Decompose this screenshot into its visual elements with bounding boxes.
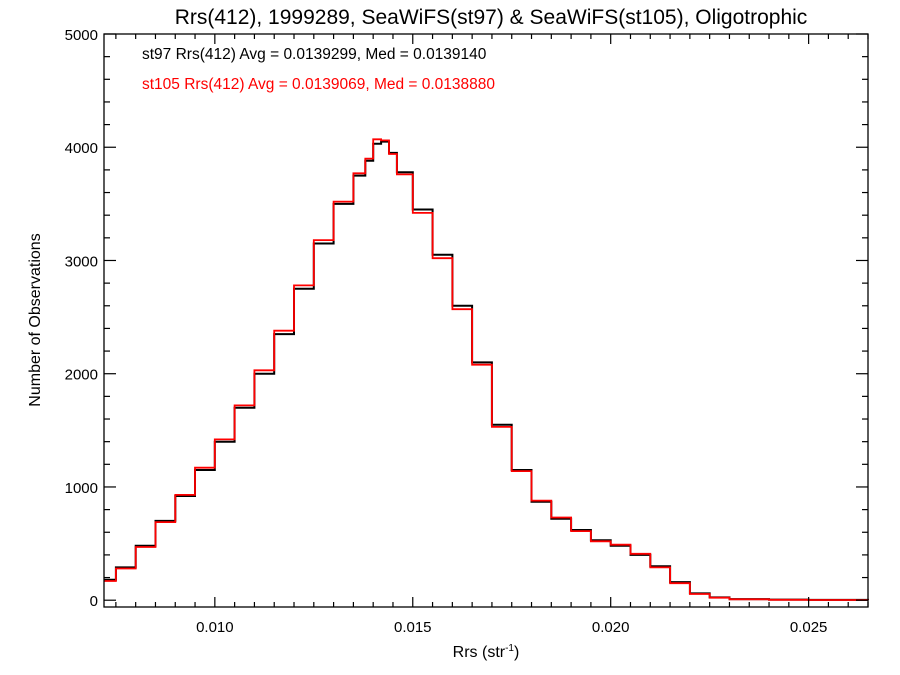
chart-title: Rrs(412), 1999289, SeaWiFS(st97) & SeaWi… xyxy=(175,6,808,29)
series-line-0 xyxy=(104,140,869,601)
series-line-1 xyxy=(104,138,869,601)
y-tick-label: 5000 xyxy=(65,27,98,44)
y-tick-label: 0 xyxy=(90,593,98,610)
plot-frame xyxy=(103,33,869,608)
x-tick-label: 0.025 xyxy=(790,619,828,636)
x-tick-label: 0.010 xyxy=(196,619,234,636)
x-tick-label: 0.020 xyxy=(592,619,630,636)
x-axis-label: Rrs (str-1) xyxy=(453,643,520,661)
axis-ticks: 0.010 0.015 0.020 0.025 0 1000 2000 3000 4000 500… xyxy=(65,27,869,636)
y-tick-label: 2000 xyxy=(65,367,98,384)
x-axis-label-close: ) xyxy=(514,644,519,661)
x-axis-label-main: Rrs (str xyxy=(453,644,506,661)
series-layer xyxy=(104,138,869,601)
y-tick-label: 1000 xyxy=(65,480,98,497)
x-tick-label: 0.015 xyxy=(394,619,432,636)
annotation-st105: st105 Rrs(412) Avg = 0.0139069, Med = 0.… xyxy=(142,76,495,93)
y-axis-label: Number of Observations xyxy=(27,233,44,406)
annotation-st97: st97 Rrs(412) Avg = 0.0139299, Med = 0.0… xyxy=(142,46,487,63)
y-tick-label: 4000 xyxy=(65,140,98,157)
x-axis-label-superscript: -1 xyxy=(505,643,514,654)
y-tick-label: 3000 xyxy=(65,253,98,270)
